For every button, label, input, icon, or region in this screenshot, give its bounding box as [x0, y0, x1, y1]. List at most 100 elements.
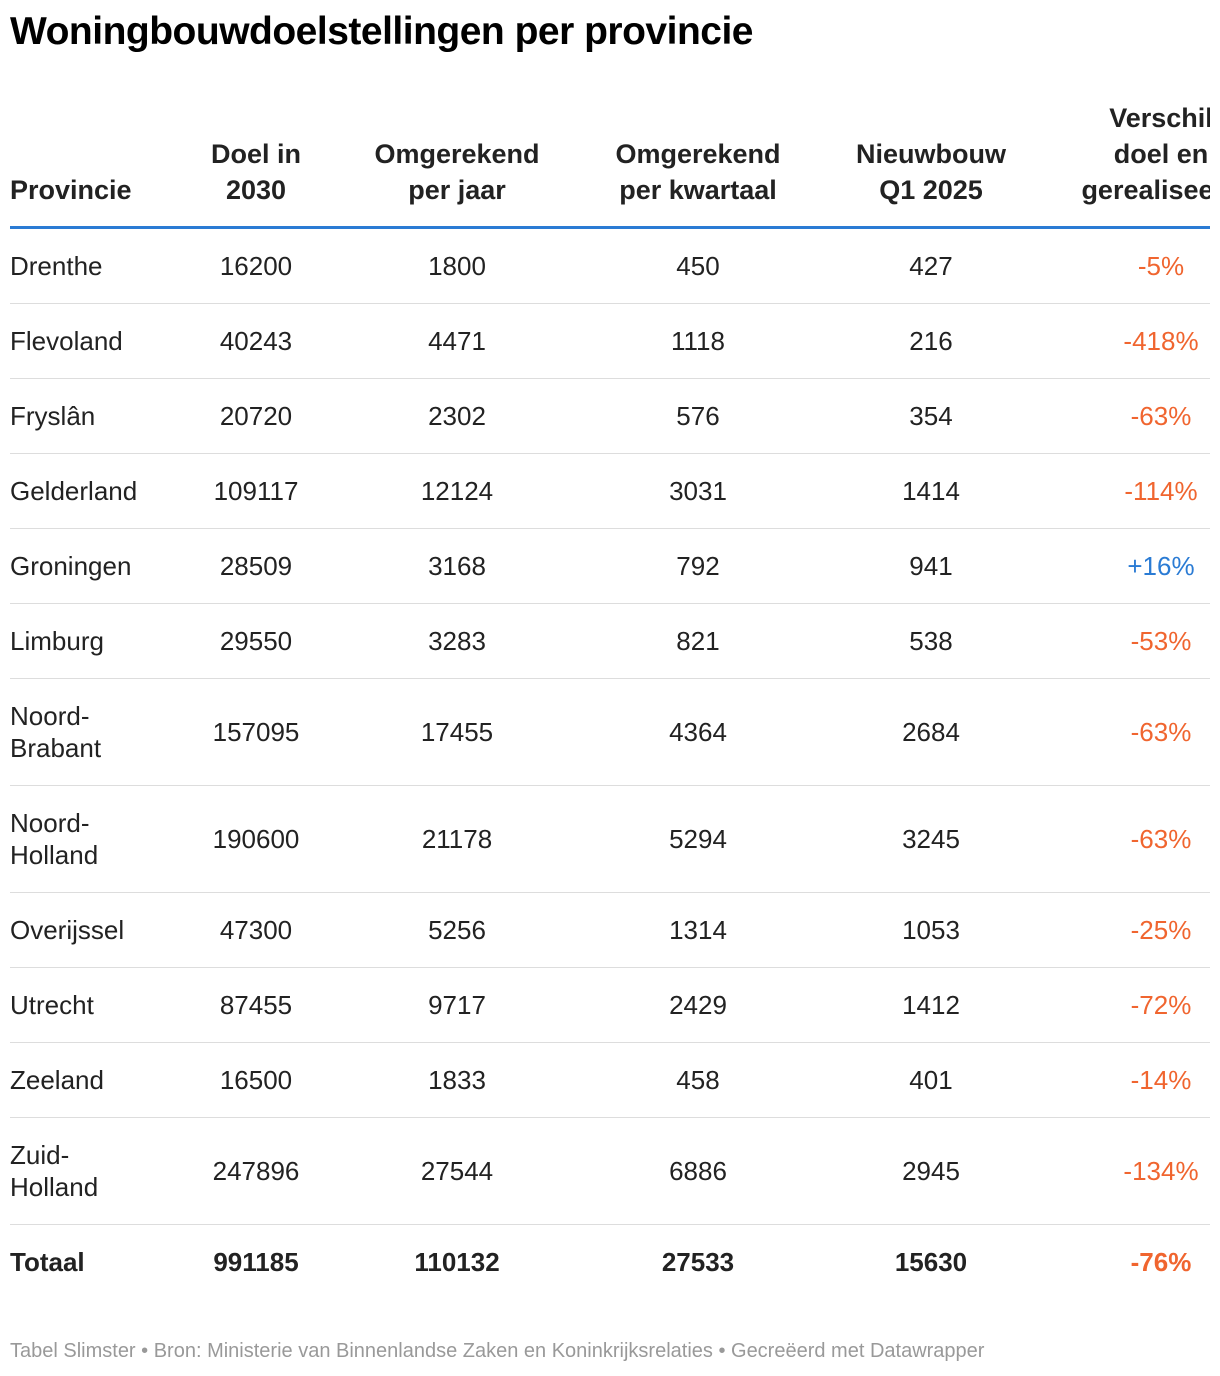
table-row: Utrecht 87455 9717 2429 1412 -72%	[10, 967, 1210, 1043]
table-row: Noord- Brabant 157095 17455 4364 2684 -63%	[10, 678, 1210, 786]
table: Provincie Doel in 2030 Omgerekend per jaar Om…	[10, 100, 1210, 1299]
table-row: Gelderland 109117 12124 3031 1414 -114%	[10, 453, 1210, 529]
header-line: Omgerekend	[374, 139, 540, 169]
header-line: gerealiseerd	[1081, 175, 1210, 205]
table-cell: 27544	[352, 1117, 562, 1225]
cell-line: Groningen	[10, 551, 132, 581]
table-row: Overijssel 47300 5256 1314 1053 -25%	[10, 892, 1210, 968]
table-cell: 27533	[661, 1247, 735, 1277]
table-cell: 354	[834, 378, 1028, 454]
table-cell: 16500	[160, 1042, 352, 1118]
table-cell: 247896	[160, 1117, 352, 1225]
table-cell: 401	[834, 1042, 1028, 1118]
table-cell: 2302	[352, 378, 562, 454]
table-cell: -25%	[1028, 892, 1210, 968]
header-line: per kwartaal	[619, 175, 777, 205]
cell-line: Gelderland	[10, 476, 138, 506]
table-cell: +16%	[1028, 528, 1210, 604]
table-cell: 2945	[834, 1117, 1028, 1225]
table-cell: 5294	[562, 785, 834, 893]
table-row: Zuid- Holland 247896 27544 6886 2945 -134%	[10, 1117, 1210, 1225]
table-cell: 190600	[160, 785, 352, 893]
table-cell: -114%	[1028, 453, 1210, 529]
province-cell: Noord- Brabant	[10, 678, 160, 786]
table-cell: 576	[562, 378, 834, 454]
table-cell: -53%	[1028, 603, 1210, 679]
province-cell: Limburg	[10, 603, 160, 679]
table-cell: 16200	[160, 227, 352, 304]
table-cell: 17455	[352, 678, 562, 786]
cell-line: Fryslân	[10, 401, 96, 431]
table-cell: 4471	[352, 303, 562, 379]
table-cell: 427	[834, 227, 1028, 304]
province-cell: Overijssel	[10, 892, 160, 968]
table-row: Totaal 991185 110132 27533 15630 -76%	[10, 1225, 1210, 1300]
table-row: Fryslân 20720 2302 576 354 -63%	[10, 378, 1210, 454]
column-header: Nieuwbouw Q1 2025	[834, 100, 1028, 229]
table-cell: 792	[562, 528, 834, 604]
province-cell: Groningen	[10, 528, 160, 604]
table-cell: 40243	[160, 303, 352, 379]
province-cell: Zuid- Holland	[10, 1117, 160, 1225]
province-cell: Noord- Holland	[10, 785, 160, 893]
province-cell: Fryslân	[10, 378, 160, 454]
header-line: Verschil	[1109, 103, 1210, 133]
column-header: Omgerekend per kwartaal	[562, 100, 834, 229]
cell-line: Zuid-	[10, 1140, 70, 1170]
table-cell: 991185	[213, 1247, 299, 1277]
cell-line: Noord-	[10, 701, 90, 731]
table-cell: 15630	[894, 1247, 968, 1277]
table-cell: 821	[562, 603, 834, 679]
cell-line: Overijssel	[10, 915, 125, 945]
cell-line: Holland	[10, 1172, 99, 1202]
table-cell: 28509	[160, 528, 352, 604]
table-row: Groningen 28509 3168 792 941 +16%	[10, 528, 1210, 604]
table-cell: 20720	[160, 378, 352, 454]
table-cell: 941	[834, 528, 1028, 604]
table-row: Drenthe 16200 1800 450 427 -5%	[10, 227, 1210, 304]
cell-line: Totaal	[10, 1247, 85, 1277]
column-header: Doel in 2030	[160, 100, 352, 229]
province-cell: Zeeland	[10, 1042, 160, 1118]
column-header: Provincie	[10, 100, 160, 229]
cell-line: Drenthe	[10, 251, 103, 281]
header-line: 2030	[225, 175, 287, 205]
header-line: Provincie	[10, 175, 132, 205]
header-line: Nieuwbouw	[856, 139, 1006, 169]
table-cell: 1800	[352, 227, 562, 304]
table-cell: -63%	[1028, 785, 1210, 893]
cell-line: Limburg	[10, 626, 104, 656]
table-cell: -63%	[1028, 378, 1210, 454]
table-cell: 157095	[160, 678, 352, 786]
province-cell: Utrecht	[10, 967, 160, 1043]
table-cell: 1414	[834, 453, 1028, 529]
table-cell: 450	[562, 227, 834, 304]
table-cell: 2429	[562, 967, 834, 1043]
table-cell: 9717	[352, 967, 562, 1043]
header-line: Doel in	[210, 139, 301, 169]
table-cell: 216	[834, 303, 1028, 379]
table-cell: 3283	[352, 603, 562, 679]
table-cell: 1118	[562, 303, 834, 379]
cell-line: Brabant	[10, 733, 102, 763]
table-cell: 5256	[352, 892, 562, 968]
cell-line: Utrecht	[10, 990, 94, 1020]
column-header: Omgerekend per jaar	[352, 100, 562, 229]
column-header: Verschil doel en gerealiseerd	[1028, 100, 1210, 229]
table-wrap: Provincie Doel in 2030 Omgerekend per jaar Om…	[10, 100, 1210, 1299]
table-cell: 3168	[352, 528, 562, 604]
province-cell: Gelderland	[10, 453, 160, 529]
province-cell: Drenthe	[10, 227, 160, 304]
table-cell: -63%	[1028, 678, 1210, 786]
table-row: Noord- Holland 190600 21178 5294 3245 -63%	[10, 785, 1210, 893]
table-cell: -72%	[1028, 967, 1210, 1043]
province-cell: Totaal	[10, 1225, 160, 1300]
table-cell: 538	[834, 603, 1028, 679]
table-cell: -134%	[1028, 1117, 1210, 1225]
table-cell: 458	[562, 1042, 834, 1118]
table-cell: 6886	[562, 1117, 834, 1225]
header-line: doel en	[1113, 139, 1209, 169]
table-row: Flevoland 40243 4471 1118 216 -418%	[10, 303, 1210, 379]
table-cell: 29550	[160, 603, 352, 679]
